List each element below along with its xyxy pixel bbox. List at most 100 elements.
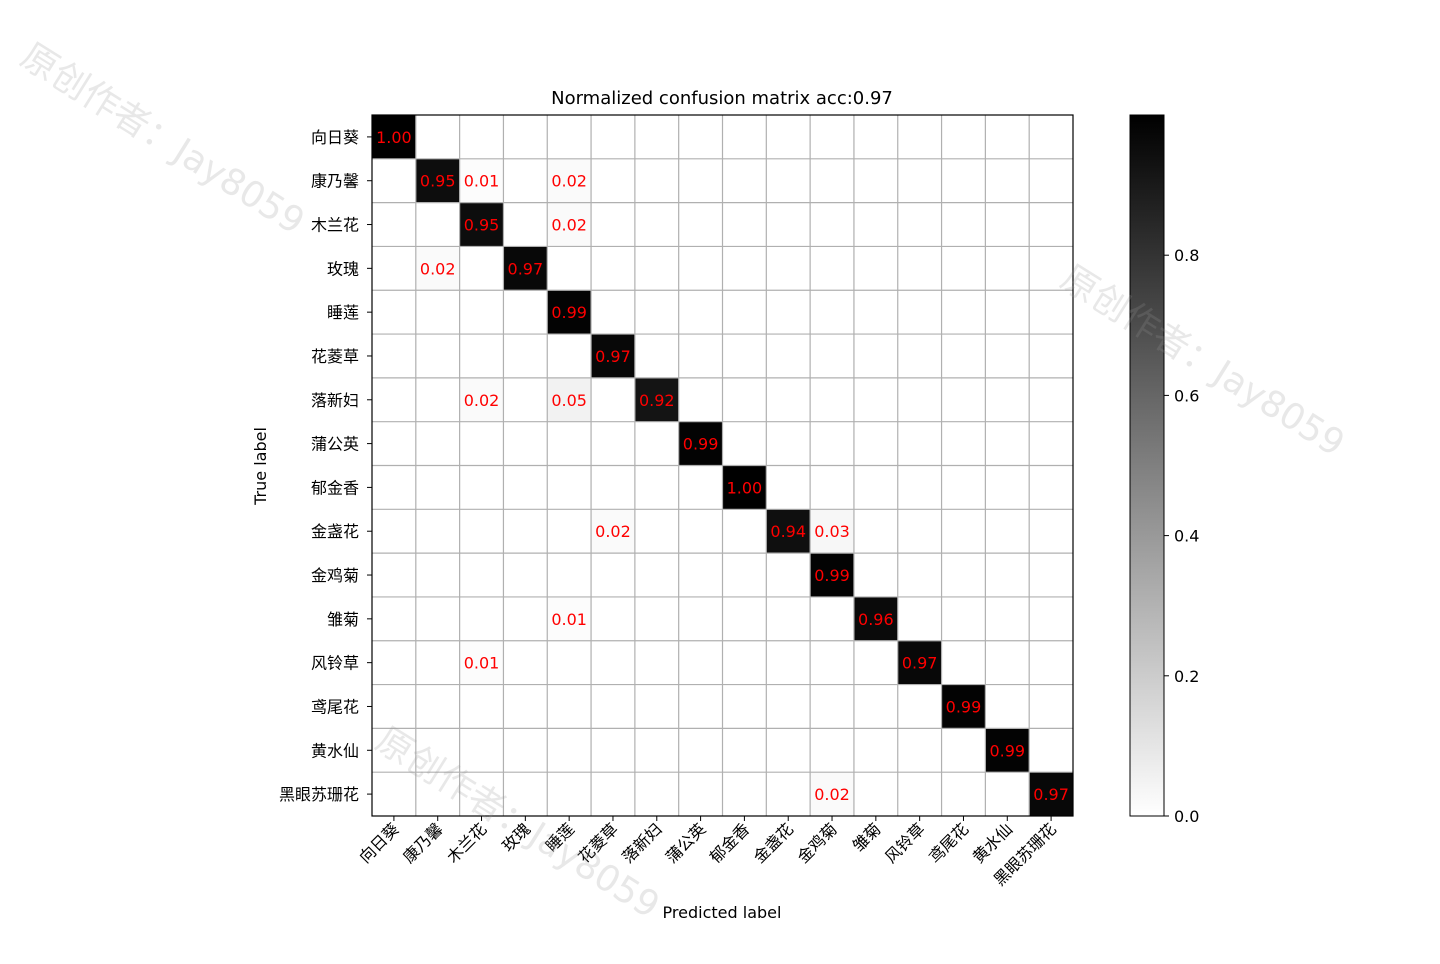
heatmap-cell — [810, 728, 855, 773]
heatmap-cell — [503, 377, 548, 423]
heatmap-cell — [591, 465, 636, 510]
heatmap-cell — [853, 509, 899, 554]
y-tick-label: 蒲公英 — [311, 435, 359, 454]
heatmap-cell — [372, 772, 417, 817]
heatmap-cell — [1029, 728, 1074, 773]
heatmap-cell — [766, 377, 811, 423]
heatmap-cell — [810, 158, 855, 204]
cell-value-label: 0.95 — [464, 216, 500, 235]
heatmap-cell — [372, 246, 417, 291]
heatmap-cell — [853, 684, 899, 729]
heatmap-cell — [415, 202, 461, 247]
heatmap-cell — [459, 772, 504, 817]
heatmap-cell — [1029, 115, 1074, 160]
cell-value-label: 0.95 — [420, 172, 456, 191]
heatmap-cell — [853, 115, 899, 160]
heatmap-cell — [591, 596, 636, 642]
heatmap-cell — [634, 202, 680, 247]
heatmap-cell — [1029, 246, 1074, 291]
heatmap-cell — [678, 728, 723, 773]
heatmap-cell — [985, 772, 1030, 817]
heatmap-cell — [591, 421, 636, 466]
heatmap-cell — [547, 553, 592, 598]
heatmap-cell — [766, 728, 811, 773]
heatmap-cell — [810, 596, 855, 642]
heatmap-cell — [722, 465, 767, 510]
heatmap-cell — [678, 684, 723, 729]
heatmap-cell — [591, 553, 636, 598]
heatmap-cell — [634, 553, 680, 598]
cell-value-label: 1.00 — [727, 478, 763, 497]
heatmap-cell — [941, 202, 986, 247]
y-tick-label: 金盏花 — [311, 522, 359, 541]
heatmap-cell — [459, 684, 504, 729]
cell-value-label: 0.02 — [420, 259, 456, 278]
heatmap-cell — [459, 334, 504, 379]
heatmap-cell — [372, 640, 417, 685]
heatmap-cell — [766, 202, 811, 247]
cell-value-label: 0.01 — [551, 610, 587, 629]
x-tick-label: 雏菊 — [849, 819, 885, 855]
x-tick-label: 落新妇 — [618, 819, 665, 866]
heatmap-cell — [985, 465, 1030, 510]
heatmap-cell — [634, 334, 680, 379]
heatmap-cell — [722, 772, 767, 817]
heatmap-cell — [415, 115, 461, 160]
heatmap-cells — [372, 115, 1074, 817]
heatmap-cell — [415, 728, 461, 773]
heatmap-cell — [503, 772, 548, 817]
cell-annotations: 1.00 0.95 0.01 0.02 0.95 0.02 0.02 0.97 0.99 0.97… — [376, 128, 1069, 804]
heatmap-cell — [591, 158, 636, 204]
heatmap-cell — [503, 728, 548, 773]
x-tick-label: 金鸡菊 — [793, 819, 840, 866]
heatmap-cell — [415, 421, 461, 466]
heatmap-cell — [459, 290, 504, 335]
cell-value-label: 0.96 — [858, 610, 894, 629]
x-tick-label: 木兰花 — [443, 819, 490, 866]
heatmap-cell — [634, 640, 680, 685]
heatmap-cell — [634, 684, 680, 729]
heatmap-cell — [678, 246, 723, 291]
heatmap-cell — [722, 596, 767, 642]
heatmap-cell — [372, 684, 417, 729]
heatmap-cell — [897, 290, 942, 335]
cell-value-label: 0.05 — [551, 391, 587, 410]
heatmap-cell — [591, 377, 636, 423]
heatmap-cell — [766, 553, 811, 598]
heatmap-cell — [547, 772, 592, 817]
heatmap-cell — [1029, 158, 1074, 204]
cell-value-label: 0.99 — [946, 697, 982, 716]
heatmap-cell — [459, 465, 504, 510]
heatmap-cell — [853, 465, 899, 510]
heatmap-cell — [985, 290, 1030, 335]
heatmap-cell — [547, 334, 592, 379]
heatmap-cell — [941, 334, 986, 379]
heatmap-cell — [766, 596, 811, 642]
heatmap-cell — [941, 640, 986, 685]
heatmap-cell — [1029, 465, 1074, 510]
heatmap-cell — [415, 553, 461, 598]
heatmap-cell — [678, 290, 723, 335]
heatmap-cell — [503, 465, 548, 510]
heatmap-cell — [1029, 596, 1074, 642]
heatmap-cell — [941, 509, 986, 554]
heatmap-cell — [941, 115, 986, 160]
heatmap-cell — [897, 377, 942, 423]
y-tick-label: 花菱草 — [311, 347, 359, 366]
heatmap-cell — [941, 465, 986, 510]
heatmap-cell — [985, 334, 1030, 379]
cell-value-label: 0.02 — [814, 785, 850, 804]
heatmap-cell — [722, 640, 767, 685]
heatmap-cell — [459, 596, 504, 642]
heatmap-cell — [897, 421, 942, 466]
heatmap-cell — [503, 246, 548, 291]
heatmap-cell — [459, 509, 504, 554]
x-tick-label: 风铃草 — [881, 819, 928, 866]
heatmap-cell — [810, 246, 855, 291]
x-tick-label: 花菱草 — [574, 819, 621, 866]
y-tick-label: 黄水仙 — [311, 741, 359, 760]
heatmap-cell — [503, 334, 548, 379]
heatmap-cell — [678, 202, 723, 247]
